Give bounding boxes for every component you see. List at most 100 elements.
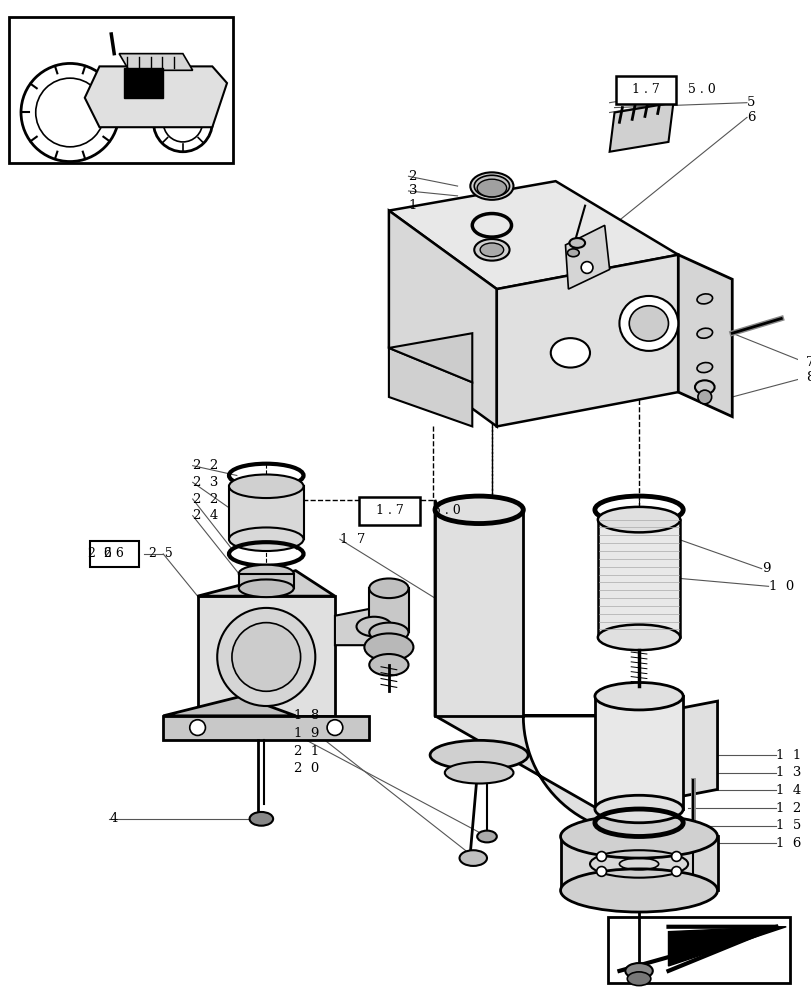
Ellipse shape	[249, 812, 272, 826]
Ellipse shape	[477, 831, 496, 842]
Polygon shape	[388, 181, 677, 289]
Text: 6: 6	[746, 111, 754, 124]
Text: 8: 8	[805, 371, 811, 384]
Text: 2  6: 2 6	[88, 547, 111, 560]
Polygon shape	[677, 255, 732, 417]
Ellipse shape	[238, 579, 294, 597]
Text: 1  9: 1 9	[294, 727, 319, 740]
Ellipse shape	[597, 507, 680, 532]
Circle shape	[153, 93, 212, 152]
Polygon shape	[609, 103, 672, 152]
Text: 2: 2	[408, 170, 416, 183]
Polygon shape	[84, 66, 227, 127]
Text: 5 . 0: 5 . 0	[432, 504, 460, 517]
Ellipse shape	[364, 633, 413, 661]
Ellipse shape	[627, 972, 650, 986]
Bar	[89, 541, 139, 567]
Ellipse shape	[567, 249, 578, 257]
Ellipse shape	[430, 740, 527, 770]
Text: 7: 7	[805, 356, 811, 369]
Ellipse shape	[696, 294, 712, 304]
Ellipse shape	[597, 625, 680, 650]
Polygon shape	[435, 500, 640, 834]
Ellipse shape	[238, 565, 294, 582]
Polygon shape	[435, 510, 522, 716]
Bar	[9, 17, 233, 163]
Text: 1  7: 1 7	[340, 533, 365, 546]
Polygon shape	[369, 588, 408, 632]
Text: 1 . 7: 1 . 7	[375, 504, 403, 517]
Ellipse shape	[696, 363, 712, 373]
Polygon shape	[388, 211, 496, 426]
Text: 2  3: 2 3	[192, 476, 218, 489]
Text: 2  2: 2 2	[192, 459, 217, 472]
Ellipse shape	[232, 623, 300, 691]
Circle shape	[36, 78, 105, 147]
Circle shape	[697, 390, 710, 404]
Bar	[607, 917, 789, 983]
Circle shape	[671, 867, 680, 876]
Polygon shape	[560, 836, 717, 890]
Text: 1  3: 1 3	[775, 766, 800, 779]
Ellipse shape	[459, 850, 487, 866]
Ellipse shape	[560, 815, 717, 858]
Bar	[615, 76, 676, 104]
Ellipse shape	[369, 623, 408, 642]
Ellipse shape	[629, 306, 667, 341]
Bar	[359, 497, 420, 525]
Circle shape	[327, 720, 342, 735]
Ellipse shape	[619, 296, 677, 351]
Ellipse shape	[444, 762, 513, 784]
Text: 1  2: 1 2	[775, 802, 800, 815]
Text: 2  0: 2 0	[294, 762, 319, 775]
Polygon shape	[597, 520, 680, 637]
Circle shape	[596, 867, 606, 876]
Ellipse shape	[470, 172, 513, 200]
Text: 5 . 0: 5 . 0	[687, 83, 715, 96]
Text: 2  5: 2 5	[148, 547, 172, 560]
Polygon shape	[388, 333, 472, 382]
Ellipse shape	[229, 474, 303, 498]
Ellipse shape	[694, 380, 714, 394]
Ellipse shape	[594, 795, 682, 823]
Polygon shape	[594, 696, 682, 809]
Polygon shape	[163, 716, 369, 740]
Ellipse shape	[369, 578, 408, 598]
Text: 1  4: 1 4	[775, 784, 800, 797]
Polygon shape	[388, 348, 472, 426]
Ellipse shape	[696, 328, 712, 338]
Polygon shape	[229, 486, 303, 539]
Text: 1  8: 1 8	[294, 709, 319, 722]
Polygon shape	[667, 927, 785, 966]
Polygon shape	[163, 696, 295, 716]
Text: 1  1: 1 1	[775, 749, 800, 762]
Polygon shape	[334, 608, 374, 645]
Polygon shape	[124, 68, 163, 98]
Ellipse shape	[217, 608, 315, 706]
Ellipse shape	[550, 338, 590, 368]
Text: 9: 9	[761, 562, 770, 575]
Text: 3: 3	[408, 184, 417, 197]
Circle shape	[596, 852, 606, 861]
Text: 1 . 7: 1 . 7	[631, 83, 659, 96]
Ellipse shape	[474, 239, 509, 261]
Polygon shape	[496, 255, 677, 426]
Ellipse shape	[594, 682, 682, 710]
Text: 2 6: 2 6	[104, 547, 124, 560]
Polygon shape	[564, 225, 609, 289]
Text: 2  4: 2 4	[192, 509, 217, 522]
Polygon shape	[197, 571, 334, 596]
Ellipse shape	[435, 496, 522, 524]
Text: 1  0: 1 0	[767, 580, 793, 593]
Polygon shape	[616, 920, 785, 979]
Ellipse shape	[560, 869, 717, 912]
Circle shape	[581, 262, 592, 273]
Text: 1: 1	[408, 199, 416, 212]
Text: 2  2: 2 2	[192, 493, 217, 506]
Text: 1  5: 1 5	[775, 819, 800, 832]
Ellipse shape	[229, 527, 303, 551]
Polygon shape	[197, 596, 334, 716]
Circle shape	[190, 720, 205, 735]
Ellipse shape	[356, 617, 392, 636]
Circle shape	[671, 852, 680, 861]
